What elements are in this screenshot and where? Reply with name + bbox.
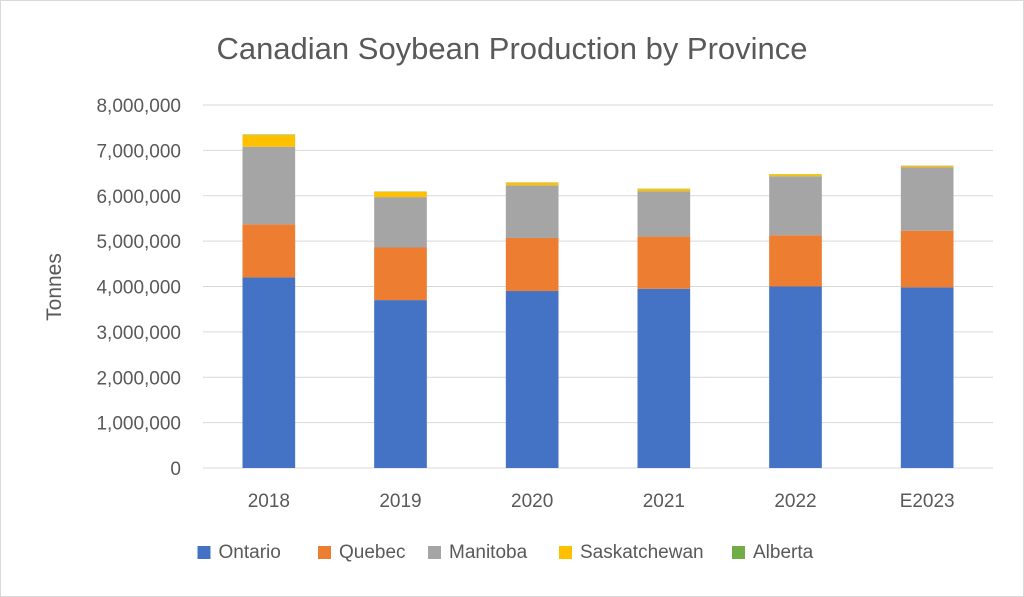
- bars: [242, 134, 954, 468]
- legend: Ontario Quebec Manitoba Saskatchewan Alberta: [197, 542, 814, 563]
- bar-segment: [900, 287, 954, 468]
- bar-segment: [242, 224, 296, 278]
- x-tick-label: 2021: [643, 491, 685, 512]
- y-tick-label: 2,000,000: [96, 368, 181, 389]
- bar-segment: [374, 191, 427, 198]
- y-tick-labels: 0 1,000,000 2,000,000 3,000,000 4,000,000 5,0…: [96, 96, 181, 480]
- legend-swatch: [197, 546, 211, 559]
- bar-segment: [505, 185, 559, 238]
- legend-label: Manitoba: [449, 542, 528, 563]
- legend-label: Ontario: [219, 542, 281, 563]
- bar-segment: [637, 188, 691, 192]
- legend-label: Quebec: [339, 542, 406, 563]
- y-tick-label: 5,000,000: [96, 232, 181, 253]
- chart-title: Canadian Soybean Production by Province: [216, 31, 807, 66]
- bar-segment: [242, 277, 296, 468]
- x-tick-labels: 2018 2019 2020 2021 2022 E2023: [248, 491, 955, 512]
- bar-segment: [769, 235, 822, 287]
- legend-swatch: [318, 546, 331, 559]
- bar-segment: [900, 230, 954, 288]
- bar-segment: [374, 300, 427, 468]
- bar-segment: [374, 247, 427, 301]
- bar-segment: [637, 288, 691, 468]
- legend-label: Alberta: [753, 542, 814, 563]
- bar-segment: [242, 146, 296, 225]
- x-tick-label: 2022: [774, 491, 816, 512]
- bar-segment: [637, 191, 691, 237]
- bar-segment: [505, 182, 559, 186]
- y-tick-label: 1,000,000: [96, 414, 181, 435]
- bar-segment: [769, 174, 822, 177]
- x-tick-label: E2023: [900, 491, 955, 512]
- bar-segment: [505, 291, 559, 468]
- bar-segment: [900, 167, 954, 231]
- legend-swatch: [732, 546, 745, 559]
- y-tick-label: 6,000,000: [96, 187, 181, 208]
- y-tick-label: 3,000,000: [96, 323, 181, 344]
- y-tick-label: 4,000,000: [96, 278, 181, 299]
- y-tick-label: 7,000,000: [96, 141, 181, 162]
- y-axis-label: Tonnes: [43, 253, 66, 321]
- bar-segment: [637, 236, 691, 289]
- legend-swatch: [559, 546, 572, 559]
- legend-swatch: [428, 546, 441, 559]
- bar-segment: [900, 165, 954, 168]
- y-tick-label: 0: [170, 459, 181, 480]
- x-tick-label: 2019: [379, 491, 421, 512]
- bar-segment: [769, 176, 822, 236]
- legend-label: Saskatchewan: [580, 542, 704, 563]
- gridlines: [203, 104, 993, 469]
- x-tick-label: 2020: [511, 491, 553, 512]
- bar-segment: [505, 237, 559, 292]
- bar-segment: [374, 197, 427, 248]
- x-tick-label: 2018: [248, 491, 290, 512]
- y-tick-label: 8,000,000: [96, 96, 181, 117]
- bar-segment: [242, 134, 296, 147]
- bar-segment: [769, 286, 822, 468]
